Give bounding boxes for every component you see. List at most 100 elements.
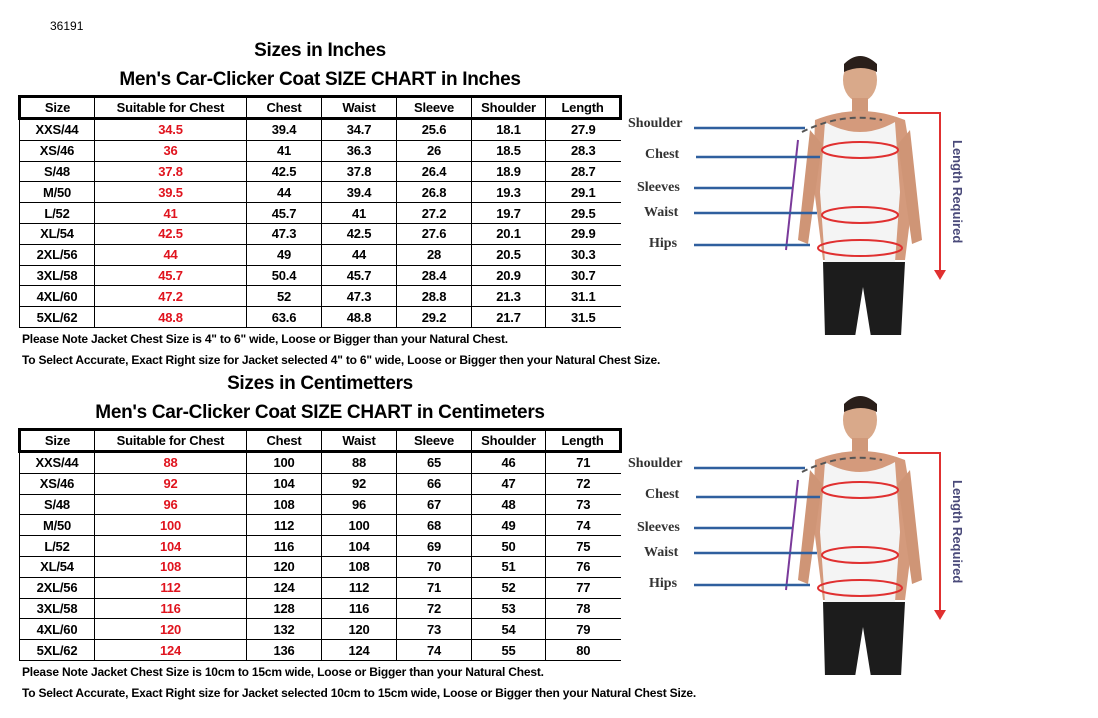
value-cell: 44 (94, 243, 247, 266)
value-cell: 128 (246, 597, 322, 620)
value-cell: 28 (396, 243, 472, 266)
value-cell: 41 (246, 139, 322, 162)
value-cell: 75 (545, 535, 621, 557)
value-cell: 31.1 (545, 285, 621, 308)
value-cell: 28.7 (545, 160, 621, 183)
chest-label: Chest (645, 487, 680, 502)
value-cell: 45.7 (94, 264, 247, 287)
table-row: XXS/44 34.5 39.4 34.7 25.6 18.1 27.9 (19, 118, 621, 141)
value-cell: 51 (471, 555, 546, 578)
size-cell: XL/54 (19, 555, 95, 578)
value-cell: 108 (246, 493, 322, 516)
value-cell: 50.4 (246, 264, 322, 287)
size-cell: XXS/44 (19, 118, 95, 141)
value-cell: 41 (94, 202, 247, 224)
table-row: S/48 96 108 96 67 48 73 (19, 493, 621, 516)
value-cell: 92 (94, 472, 247, 495)
value-cell: 54 (471, 618, 546, 641)
size-cell: S/48 (19, 160, 95, 183)
cm-size-table: Size Suitable for Chest Chest Waist Sleeve Sh… (18, 428, 622, 661)
column-header: Length (545, 428, 622, 453)
value-cell: 47 (471, 472, 546, 495)
hips-label: Hips (649, 236, 678, 251)
length-required-label: Length Required (950, 480, 965, 583)
cm-title: Men's Car-Clicker Coat SIZE CHART in Cen… (95, 402, 545, 423)
value-cell: 108 (321, 555, 397, 578)
value-cell: 27.2 (396, 202, 472, 224)
value-cell: 124 (321, 639, 397, 661)
value-cell: 104 (246, 472, 322, 495)
value-cell: 37.8 (94, 160, 247, 183)
column-header: Shoulder (471, 428, 546, 453)
value-cell: 68 (396, 514, 472, 537)
value-cell: 34.5 (94, 118, 247, 141)
value-cell: 21.7 (471, 306, 546, 328)
column-header: Sleeve (396, 428, 472, 453)
value-cell: 44 (246, 181, 322, 204)
value-cell: 100 (94, 514, 247, 537)
sleeves-label: Sleeves (637, 180, 680, 195)
table-row: L/52 104 116 104 69 50 75 (19, 535, 621, 557)
value-cell: 47.3 (246, 222, 322, 245)
value-cell: 124 (94, 639, 247, 661)
value-cell: 73 (545, 493, 621, 516)
value-cell: 27.6 (396, 222, 472, 245)
value-cell: 120 (94, 618, 247, 641)
table-row: 4XL/60 120 132 120 73 54 79 (19, 618, 621, 641)
table-row: M/50 100 112 100 68 49 74 (19, 514, 621, 537)
value-cell: 45.7 (321, 264, 397, 287)
value-cell: 74 (396, 639, 472, 661)
value-cell: 88 (321, 451, 397, 474)
value-cell: 39.4 (321, 181, 397, 204)
value-cell: 96 (321, 493, 397, 516)
value-cell: 39.5 (94, 181, 247, 204)
table-row: XL/54 42.5 47.3 42.5 27.6 20.1 29.9 (19, 222, 621, 245)
value-cell: 63.6 (246, 306, 322, 328)
inches-size-table: Size Suitable for Chest Chest Waist Sleeve Sh… (18, 95, 622, 328)
value-cell: 19.7 (471, 202, 546, 224)
table-row: 3XL/58 45.7 50.4 45.7 28.4 20.9 30.7 (19, 264, 621, 287)
value-cell: 48 (471, 493, 546, 516)
table-row: 2XL/56 44 49 44 28 20.5 30.3 (19, 243, 621, 266)
inches-title: Men's Car-Clicker Coat SIZE CHART in Inc… (119, 69, 521, 90)
value-cell: 52 (471, 576, 546, 599)
value-cell: 48.8 (321, 306, 397, 328)
shoulder-label: Shoulder (628, 456, 682, 471)
value-cell: 78 (545, 597, 621, 620)
value-cell: 26 (396, 139, 472, 162)
value-cell: 18.1 (471, 118, 546, 141)
size-cell: 2XL/56 (19, 576, 95, 599)
value-cell: 21.3 (471, 285, 546, 308)
header-row: Size Suitable for Chest Chest Waist Sleeve Sh… (18, 95, 622, 120)
column-header: Waist (321, 428, 397, 453)
product-code: 36191 (50, 19, 84, 33)
value-cell: 29.5 (545, 202, 621, 224)
column-header: Shoulder (471, 95, 546, 120)
value-cell: 136 (246, 639, 322, 661)
value-cell: 36.3 (321, 139, 397, 162)
size-cell: 2XL/56 (19, 243, 95, 266)
measurement-figure-inches: Shoulder Chest Sleeves Waist Hips Length… (620, 50, 980, 337)
value-cell: 104 (321, 535, 397, 557)
value-cell: 112 (246, 514, 322, 537)
value-cell: 100 (246, 451, 322, 474)
measurement-figure-cm: Shoulder Chest Sleeves Waist Hips Length… (620, 390, 980, 677)
size-cell: S/48 (19, 493, 95, 516)
value-cell: 44 (321, 243, 397, 266)
value-cell: 71 (545, 451, 621, 474)
table-row: 5XL/62 48.8 63.6 48.8 29.2 21.7 31.5 (19, 306, 621, 328)
sleeves-label: Sleeves (637, 520, 680, 535)
cm-note-2: To Select Accurate, Exact Right size for… (22, 686, 697, 700)
value-cell: 34.7 (321, 118, 397, 141)
value-cell: 30.3 (545, 243, 621, 266)
size-cell: 4XL/60 (19, 618, 95, 641)
table-row: L/52 41 45.7 41 27.2 19.7 29.5 (19, 202, 621, 224)
waist-label: Waist (644, 205, 679, 220)
value-cell: 112 (321, 576, 397, 599)
value-cell: 100 (321, 514, 397, 537)
inches-note-1: Please Note Jacket Chest Size is 4" to 6… (22, 332, 508, 346)
value-cell: 77 (545, 576, 621, 599)
size-cell: 5XL/62 (19, 306, 95, 328)
value-cell: 18.5 (471, 139, 546, 162)
value-cell: 116 (246, 535, 322, 557)
